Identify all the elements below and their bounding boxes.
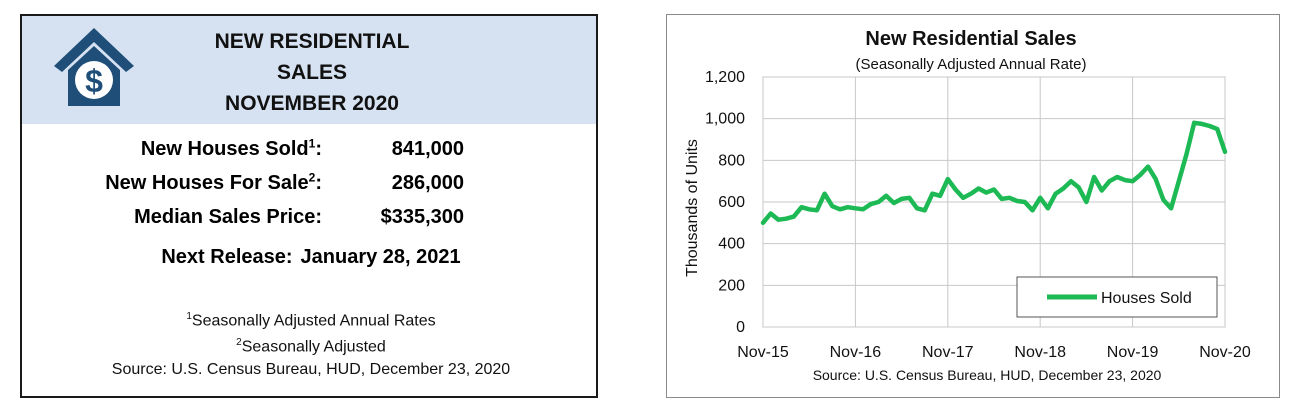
- title-line-2: SALES: [276, 61, 347, 84]
- x-tick-label: Nov-16: [830, 344, 882, 361]
- footnotes: 1Seasonally Adjusted Annual Rates 2Seaso…: [22, 306, 600, 381]
- legend-label: Houses Sold: [1101, 290, 1192, 307]
- chart-subtitle: (Seasonally Adjusted Annual Rate): [856, 56, 1087, 73]
- sales-line-chart: New Residential Sales (Seasonally Adjust…: [684, 28, 1251, 383]
- y-tick-label: 800: [718, 152, 745, 169]
- y-axis-label: Thousands of Units: [684, 139, 701, 277]
- stat-label: New Houses Sold1:: [140, 136, 322, 160]
- next-release-date: January 28, 2021: [300, 246, 461, 268]
- title-line-3: NOVEMBER 2020: [225, 92, 399, 115]
- summary-title: NEW RESIDENTIAL SALES NOVEMBER 2020: [142, 26, 482, 119]
- title-line-1: NEW RESIDENTIAL: [214, 30, 410, 53]
- y-tick-label: 1,200: [705, 69, 745, 86]
- footnote-1: 1Seasonally Adjusted Annual Rates: [186, 311, 436, 330]
- y-tick-label: 600: [718, 194, 745, 211]
- y-tick-label: 0: [736, 319, 745, 336]
- house-dollar-icon: $: [54, 28, 134, 106]
- footnote-2: 2Seasonally Adjusted: [236, 337, 386, 356]
- chart-card: New Residential Sales (Seasonally Adjust…: [666, 14, 1280, 398]
- legend: Houses Sold: [1016, 276, 1218, 318]
- svg-text:$: $: [85, 63, 103, 99]
- stat-value: 286,000: [391, 172, 464, 194]
- summary-card: $ NEW RESIDENTIAL SALES NOVEMBER 2020 Ne…: [20, 14, 598, 398]
- summary-header: $ NEW RESIDENTIAL SALES NOVEMBER 2020: [22, 16, 596, 124]
- x-tick-label: Nov-18: [1014, 344, 1066, 361]
- x-tick-label: Nov-20: [1199, 344, 1251, 361]
- legend-box: [1016, 276, 1218, 318]
- x-tick-label: Nov-15: [737, 344, 789, 361]
- stat-value: 841,000: [391, 138, 464, 160]
- next-release-label: Next Release:: [161, 246, 293, 268]
- y-tick-label: 400: [718, 236, 745, 253]
- source-note: Source: U.S. Census Bureau, HUD, Decembe…: [111, 360, 511, 378]
- chart-title: New Residential Sales: [865, 28, 1076, 50]
- series-line-houses-sold: [760, 120, 1228, 226]
- stat-label: Median Sales Price:: [134, 206, 322, 228]
- stat-value: $335,300: [380, 206, 464, 228]
- y-tick-label: 200: [718, 277, 745, 294]
- x-tick-label: Nov-17: [922, 344, 974, 361]
- y-tick-label: 1,000: [705, 111, 745, 128]
- x-tick-label: Nov-19: [1107, 344, 1159, 361]
- stat-label: New Houses For Sale2:: [105, 170, 322, 194]
- chart-source: Source: U.S. Census Bureau, HUD, Decembe…: [813, 367, 1162, 383]
- next-release: Next Release: January 28, 2021: [22, 246, 600, 269]
